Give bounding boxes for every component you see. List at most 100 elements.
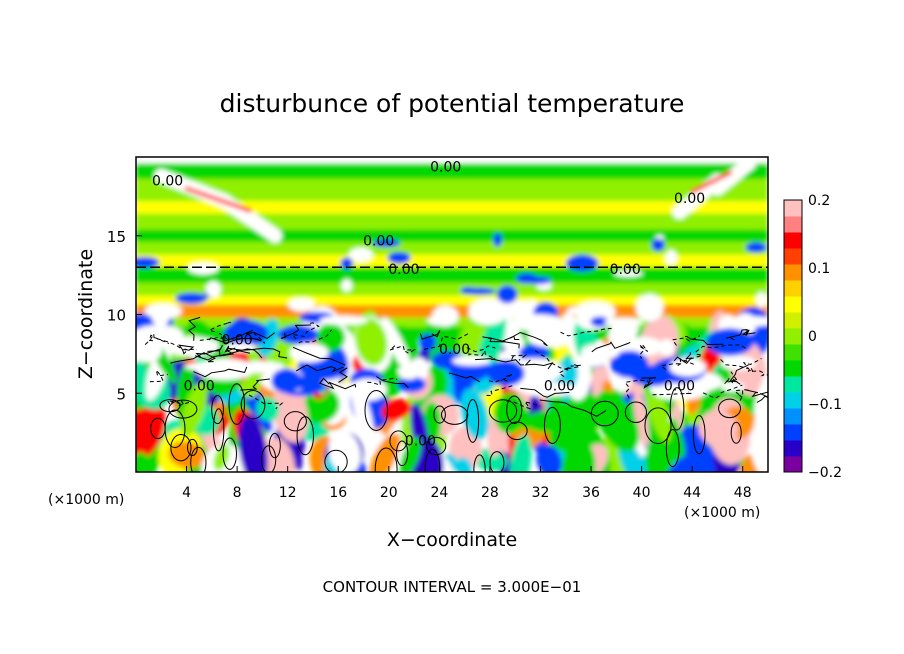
colorbar-swatch <box>784 424 802 441</box>
contour-line <box>725 334 742 341</box>
field-blob <box>698 410 739 447</box>
field-blob <box>511 314 565 332</box>
colorbar-tick-label: −0.2 <box>808 465 842 481</box>
contour-line <box>733 389 744 401</box>
field-band <box>136 213 768 230</box>
field-blob <box>658 339 675 356</box>
contour-label: 0.00 <box>405 434 436 450</box>
contour-label: 0.00 <box>222 333 253 349</box>
field-blob <box>372 239 401 248</box>
field-blob <box>720 381 745 393</box>
contour-line <box>744 389 768 398</box>
field-blob <box>315 323 346 352</box>
contour-line <box>395 440 409 467</box>
contour-line <box>475 358 525 366</box>
field-blob <box>633 388 649 448</box>
contour-line <box>520 387 570 398</box>
contour-line <box>720 358 762 370</box>
contour-line <box>524 359 554 370</box>
contour-line <box>240 389 266 420</box>
contour-line <box>144 332 198 351</box>
field-blob <box>319 315 368 326</box>
contour-line <box>624 401 647 423</box>
contour-line <box>207 345 236 357</box>
field-blob <box>328 430 361 472</box>
x-tick-label: 12 <box>279 485 297 501</box>
contour-line <box>253 333 266 344</box>
y-axis: 5 10 15 <box>107 228 142 403</box>
contour-line <box>338 367 348 383</box>
contour-line <box>673 352 693 364</box>
contour-line <box>740 329 756 337</box>
contour-line <box>261 445 277 472</box>
field-band <box>136 254 768 268</box>
contour-label: 0.00 <box>363 233 394 249</box>
contour-label: 0.00 <box>184 378 215 394</box>
contour-line <box>468 348 497 361</box>
contour-line <box>644 407 672 445</box>
field-blob <box>614 270 643 277</box>
contour-line <box>280 324 311 339</box>
field-blob <box>525 410 568 433</box>
field-blob <box>452 355 491 366</box>
field-blob <box>431 305 459 327</box>
field-blob <box>348 247 373 263</box>
contour-line <box>318 377 357 390</box>
contour-line <box>224 329 276 342</box>
contour-line <box>466 345 496 353</box>
contour-line <box>248 394 284 410</box>
contour-line <box>506 400 541 410</box>
x-tick-label: 36 <box>582 485 600 501</box>
colorbar-frame <box>783 199 803 473</box>
contour-line <box>374 447 398 472</box>
contour-line <box>433 405 446 424</box>
contour-line <box>511 354 528 362</box>
field-blob <box>581 343 620 360</box>
contour-line <box>195 345 223 358</box>
contour-line <box>222 437 237 470</box>
colorbar-swatch <box>784 392 802 409</box>
contour-line <box>488 373 513 383</box>
x-tick-label: 44 <box>683 485 701 501</box>
contour-line <box>506 395 523 424</box>
field-blob <box>288 297 316 312</box>
contour-line <box>168 399 198 419</box>
y-tick-label: 15 <box>107 228 126 246</box>
contour-line <box>283 411 307 432</box>
field-blob <box>455 457 473 472</box>
contour-line <box>543 406 561 444</box>
contour-line <box>235 347 288 359</box>
field-blob <box>235 361 285 374</box>
y-tick-label: 5 <box>116 385 126 403</box>
contour-line <box>506 421 528 441</box>
field-blob <box>277 324 319 345</box>
field-blob <box>604 317 644 327</box>
contour-line <box>510 331 548 347</box>
field-band <box>136 157 768 164</box>
contour-line <box>291 322 320 340</box>
contour-line <box>473 454 486 472</box>
field-blob <box>516 273 538 284</box>
contour-line <box>692 414 706 455</box>
contour-line <box>148 334 170 344</box>
contour-line <box>558 363 582 378</box>
colorbar-swatch <box>784 216 802 233</box>
field-blob <box>590 316 609 327</box>
contour-line <box>178 344 195 355</box>
contour-line <box>695 344 747 353</box>
field-blob <box>524 300 538 308</box>
field-blob <box>144 303 183 319</box>
field-band <box>136 163 768 180</box>
field-streak <box>710 157 757 196</box>
contour-line <box>560 327 612 337</box>
colorbar-tick-label: 0.1 <box>808 261 830 277</box>
field-blob <box>669 357 707 377</box>
field-blob <box>136 256 160 268</box>
contour-line <box>240 378 270 391</box>
contour-labels: 0.00 0.00 0.00 0.00 0.00 0.00 0.00 0.00 0.00 0.00… <box>152 159 705 449</box>
field-blob <box>665 250 677 266</box>
field-blob <box>175 292 208 305</box>
colorbar-tick-label: −0.1 <box>808 397 842 413</box>
field-band <box>136 295 768 306</box>
field-contours <box>136 266 768 472</box>
